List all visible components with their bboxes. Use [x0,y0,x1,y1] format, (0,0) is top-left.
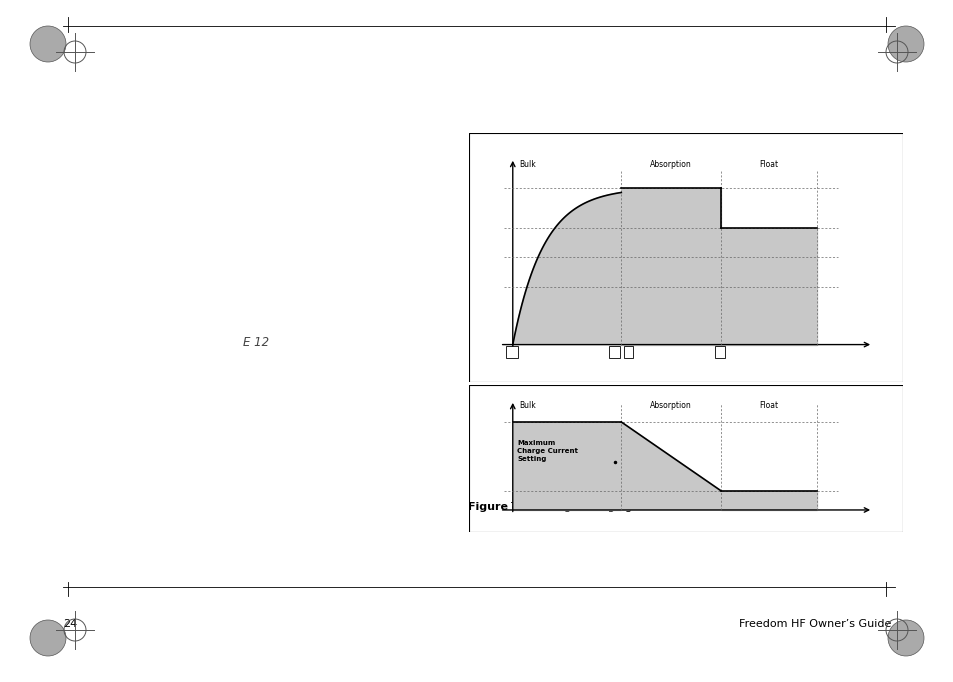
Text: Three-stage Charging Process: Three-stage Charging Process [511,502,677,512]
Text: Maximum
Charge Current
Setting: Maximum Charge Current Setting [517,441,578,462]
Bar [714,346,724,358]
Circle shape [887,26,923,62]
Text: 24: 24 [63,619,77,629]
Text: Absorption: Absorption [650,402,691,411]
Circle shape [887,620,923,656]
Polygon shape [620,422,720,510]
Polygon shape [720,491,816,510]
Text: E 12: E 12 [243,336,269,349]
Text: Float: Float [759,160,778,168]
Polygon shape [513,422,620,510]
Text: Freedom HF Owner’s Guide: Freedom HF Owner’s Guide [738,619,890,629]
Polygon shape [513,192,620,344]
Bar [623,346,633,358]
Text: Absorption: Absorption [650,160,691,168]
Polygon shape [620,188,720,344]
Circle shape [30,26,66,62]
Text: Bulk: Bulk [518,160,536,168]
Text: Float: Float [759,402,778,411]
Text: Bulk: Bulk [518,402,536,411]
Text: Figure 4: Figure 4 [468,502,519,512]
Text: Battery Charging: Battery Charging [72,123,274,143]
Polygon shape [720,228,816,344]
Bar [506,346,517,358]
Circle shape [30,620,66,656]
Bar [609,346,618,358]
